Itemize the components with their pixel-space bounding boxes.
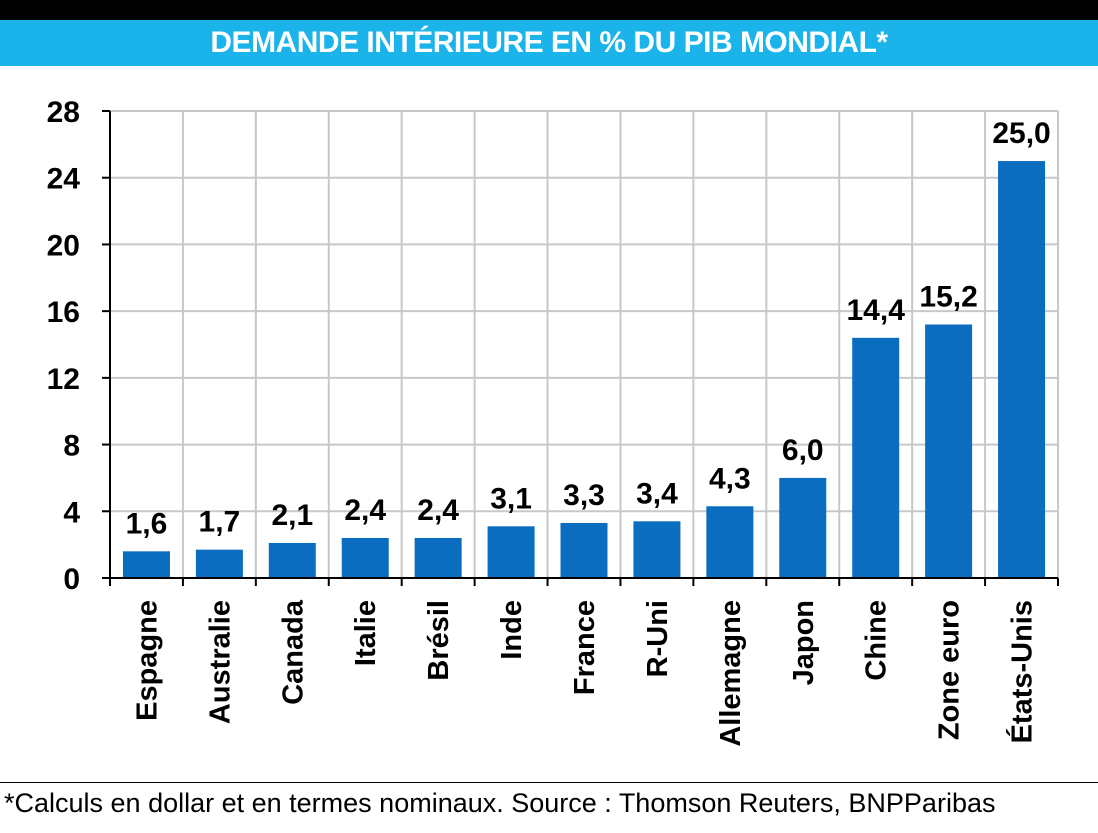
value-labels: 1,6 1,7 2,1 2,4 2,4 3,1 3,3 3,4 4,3 6,0 14,4 15,2 25… bbox=[126, 117, 1051, 540]
bar bbox=[633, 521, 681, 578]
y-tick-label: 0 bbox=[63, 563, 80, 596]
y-tick-label: 20 bbox=[47, 229, 80, 262]
y-tick-label: 28 bbox=[47, 96, 80, 129]
value-label: 1,6 bbox=[126, 507, 168, 540]
bar bbox=[195, 549, 243, 578]
axes bbox=[102, 110, 1059, 586]
y-axis-tick-labels: 0 4 8 12 16 20 24 28 bbox=[47, 96, 81, 596]
footer-divider bbox=[0, 782, 1098, 783]
bars bbox=[122, 161, 1046, 578]
bar bbox=[487, 526, 535, 578]
bar-chart: 0 4 8 12 16 20 24 28 1,6 1,7 2,1 2,4 2,4 3,1 3,3 3,4 4,… bbox=[47, 96, 1059, 747]
bar bbox=[414, 537, 462, 578]
x-category-label: Australie bbox=[204, 600, 236, 724]
bar bbox=[925, 324, 973, 578]
value-label: 15,2 bbox=[919, 280, 977, 313]
bar bbox=[560, 522, 608, 578]
x-category-label: R-Uni bbox=[642, 600, 674, 677]
x-axis-category-labels: Espagne Australie Canada Italie Brésil Inde Fr… bbox=[131, 599, 1038, 747]
value-label: 2,1 bbox=[271, 499, 313, 532]
value-label: 25,0 bbox=[992, 117, 1050, 150]
y-tick-label: 12 bbox=[47, 363, 80, 396]
value-label: 2,4 bbox=[344, 494, 386, 527]
y-tick-label: 16 bbox=[47, 296, 80, 329]
bar bbox=[341, 537, 389, 578]
value-label: 3,1 bbox=[490, 482, 532, 515]
x-category-label: Allemagne bbox=[715, 600, 747, 747]
x-category-label: Espagne bbox=[131, 600, 163, 721]
x-category-label: États-Unis bbox=[1005, 600, 1039, 743]
value-label: 14,4 bbox=[846, 294, 905, 327]
y-tick-label: 8 bbox=[63, 430, 80, 463]
bar bbox=[122, 551, 170, 578]
bar bbox=[998, 161, 1046, 578]
value-label: 1,7 bbox=[199, 506, 241, 539]
x-category-label: Chine bbox=[861, 600, 893, 681]
x-category-label: Zone euro bbox=[934, 600, 966, 740]
x-category-label: France bbox=[569, 600, 601, 695]
value-label: 4,3 bbox=[709, 462, 751, 495]
y-tick-label: 4 bbox=[63, 496, 80, 529]
bar bbox=[268, 542, 316, 578]
x-category-label: Japon bbox=[788, 600, 820, 685]
y-tick-label: 24 bbox=[47, 163, 81, 196]
bar bbox=[706, 506, 754, 578]
value-label: 3,3 bbox=[563, 479, 605, 512]
bar bbox=[852, 337, 900, 578]
x-category-label: Inde bbox=[496, 600, 528, 660]
x-category-label: Italie bbox=[350, 600, 382, 666]
value-label: 2,4 bbox=[417, 494, 459, 527]
bar bbox=[779, 477, 827, 578]
top-dark-band bbox=[0, 0, 1098, 20]
title-band bbox=[0, 20, 1098, 66]
value-label: 6,0 bbox=[782, 434, 824, 467]
value-label: 3,4 bbox=[636, 477, 678, 510]
x-category-label: Brésil bbox=[423, 600, 455, 681]
chart-title: DEMANDE INTÉRIEURE EN % DU PIB MONDIAL* bbox=[210, 26, 888, 59]
source-footnote: *Calculs en dollar et en termes nominaux… bbox=[4, 788, 996, 818]
x-category-label: Canada bbox=[277, 599, 309, 705]
